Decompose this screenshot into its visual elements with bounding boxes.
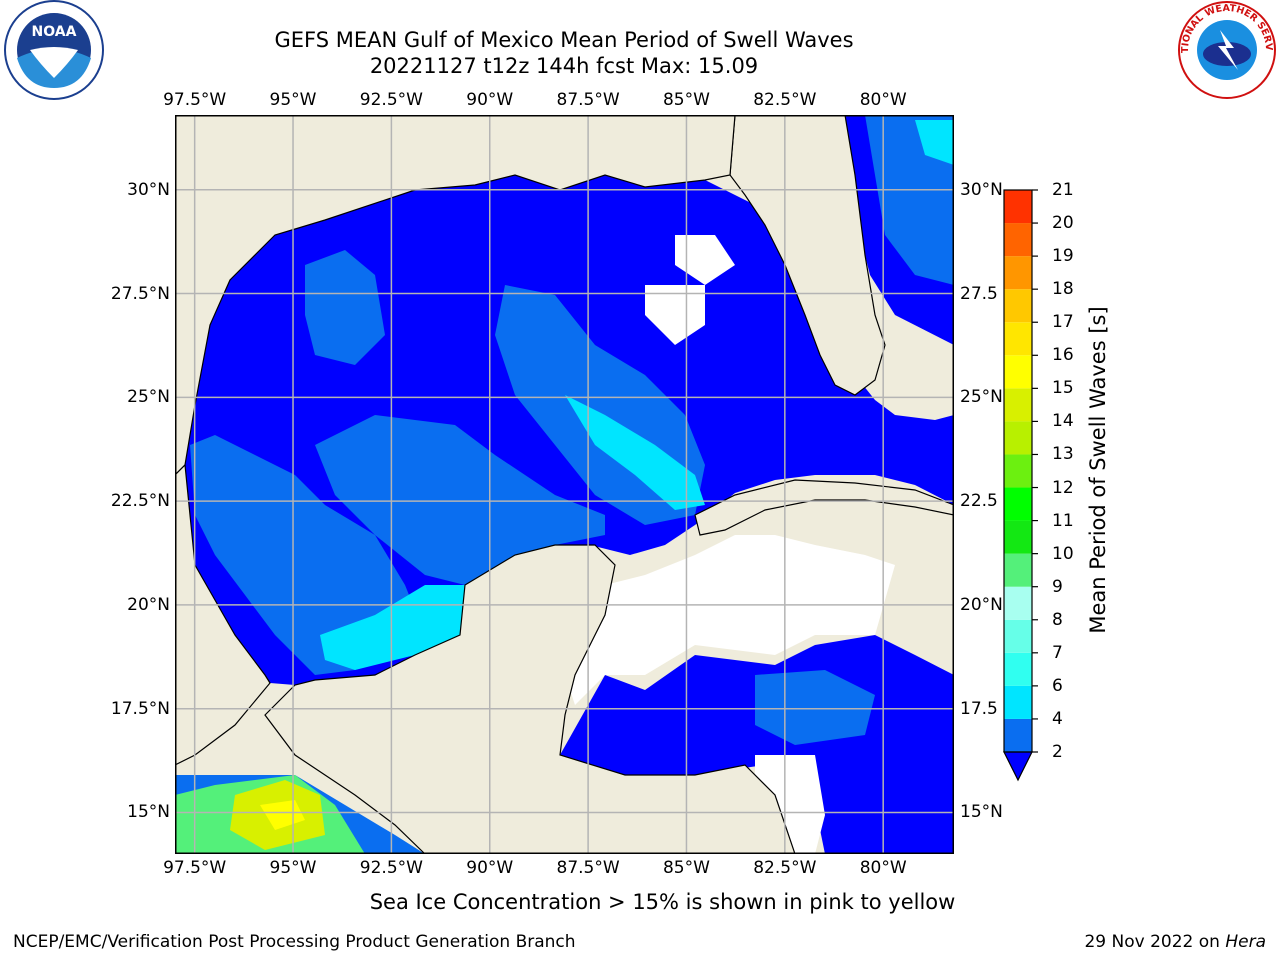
colorbar-tick-label: 20 xyxy=(1052,213,1074,234)
lon-tick-top: 92.5°W xyxy=(359,90,423,110)
masked-area-north-2 xyxy=(645,285,705,345)
colorbar-tick-label: 18 xyxy=(1052,279,1074,300)
colorbar-border xyxy=(1003,189,1033,753)
lat-tick-right: 27.5 xyxy=(960,283,998,304)
colorbar-tick-label: 16 xyxy=(1052,345,1074,366)
map-border xyxy=(175,115,954,854)
colorbar-cell xyxy=(1004,553,1032,587)
noaa-logo-text: NOAA xyxy=(32,24,77,40)
mexico-land xyxy=(175,463,271,766)
colorbar-cell xyxy=(1004,355,1032,389)
colorbar-tick-label: 6 xyxy=(1052,675,1063,696)
colorbar-tick-label: 12 xyxy=(1052,477,1074,498)
colorbar xyxy=(1003,189,1038,782)
lat-tick-right: 17.5 xyxy=(960,698,998,719)
swell-region-north xyxy=(305,250,385,365)
lon-tick-top: 90°W xyxy=(466,90,514,110)
colorbar-cell xyxy=(1004,289,1032,323)
colorbar-cell xyxy=(1004,223,1032,257)
colorbar-label: Mean Period of Swell Waves [s] xyxy=(1086,306,1110,634)
footer-credit: NCEP/EMC/Verification Post Processing Pr… xyxy=(13,932,576,952)
lat-tick-left: 30°N xyxy=(127,179,170,200)
lon-tick-bottom: 85°W xyxy=(662,858,710,878)
noaa-logo: NOAA xyxy=(4,0,104,100)
colorbar-cell xyxy=(1004,322,1032,356)
lat-tick-right: 15°N xyxy=(960,802,1003,823)
colorbar-tick-label: 4 xyxy=(1052,708,1063,729)
lon-tick-top: 95°W xyxy=(269,90,317,110)
masked-area-north-1 xyxy=(675,235,735,285)
colorbar-tick-label: 2 xyxy=(1052,742,1063,762)
colorbar-cell xyxy=(1004,487,1032,521)
florida-land xyxy=(729,115,886,396)
colorbar-tick-label: 17 xyxy=(1052,312,1074,333)
colorbar-extend-triangle xyxy=(1003,751,1033,782)
lat-tick-left: 27.5°N xyxy=(110,283,170,304)
lon-tick-bottom: 97.5°W xyxy=(163,858,227,878)
lon-tick-top: 85°W xyxy=(662,90,710,110)
colorbar-cell xyxy=(1004,619,1032,653)
footer-host: Hera xyxy=(1225,932,1266,952)
lat-tick-right: 30°N xyxy=(960,179,1003,200)
map-panel xyxy=(175,115,954,854)
colorbar-cell xyxy=(1004,256,1032,290)
colorbar-tick-label: 8 xyxy=(1052,609,1063,630)
lon-tick-bottom: 82.5°W xyxy=(753,858,817,878)
lon-tick-top: 80°W xyxy=(859,90,907,110)
lon-tick-top: 87.5°W xyxy=(556,90,620,110)
colorbar-tick-label: 15 xyxy=(1052,378,1074,399)
cuba-land xyxy=(694,479,954,536)
colorbar-cell xyxy=(1004,586,1032,620)
colorbar-cell xyxy=(1004,652,1032,686)
map-title: GEFS MEAN Gulf of Mexico Mean Period of … xyxy=(274,28,854,52)
colorbar-cell xyxy=(1004,388,1032,422)
colorbar-tick-label: 10 xyxy=(1052,543,1074,564)
lat-tick-right: 20°N xyxy=(960,594,1003,615)
lon-tick-top: 97.5°W xyxy=(163,90,227,110)
sea-ice-note: Sea Ice Concentration > 15% is shown in … xyxy=(369,890,956,914)
colorbar-cell xyxy=(1004,454,1032,488)
lon-tick-bottom: 90°W xyxy=(466,858,514,878)
lon-tick-top: 82.5°W xyxy=(753,90,817,110)
colorbar-tick-label: 7 xyxy=(1052,642,1063,663)
colorbar-cell xyxy=(1004,520,1032,554)
colorbar-tick-label: 19 xyxy=(1052,246,1074,267)
masked-area-yucatan-east xyxy=(565,535,895,705)
lon-tick-bottom: 87.5°W xyxy=(556,858,620,878)
colorbar-cell xyxy=(1004,421,1032,455)
us-coast-land xyxy=(175,115,736,476)
footer-date: 29 Nov 2022 on Hera xyxy=(1084,932,1266,952)
lat-tick-left: 17.5°N xyxy=(110,698,170,719)
swell-region-cyan xyxy=(565,395,705,510)
colorbar-tick-label: 21 xyxy=(1052,180,1074,200)
atlantic-cyan xyxy=(915,120,954,165)
lat-tick-left: 20°N xyxy=(127,594,170,615)
colorbar-cell xyxy=(1004,190,1032,224)
colorbar-cell xyxy=(1004,685,1032,719)
lat-tick-left: 15°N xyxy=(127,802,170,823)
colorbar-tick-label: 9 xyxy=(1052,576,1063,597)
colorbar-tick-label: 11 xyxy=(1052,510,1074,531)
footer-date-text: 29 Nov 2022 on xyxy=(1084,932,1226,952)
lon-tick-bottom: 80°W xyxy=(859,858,907,878)
colorbar-tick-label: 14 xyxy=(1052,411,1074,432)
swell-region-central xyxy=(315,415,605,585)
lat-tick-left: 22.5°N xyxy=(110,491,170,512)
lat-tick-right: 22.5 xyxy=(960,491,998,512)
nws-logo: NATIONAL WEATHER SERVICE xyxy=(1176,0,1276,99)
swell-region-west xyxy=(190,435,425,675)
lat-tick-left: 25°N xyxy=(127,387,170,408)
colorbar-tick-label: 13 xyxy=(1052,444,1074,465)
atlantic-light xyxy=(865,115,954,285)
graticule xyxy=(175,115,954,854)
lat-tick-right: 25°N xyxy=(960,387,1003,408)
map-subtitle: 20221127 t12z 144h fcst Max: 15.09 xyxy=(369,54,759,78)
lon-tick-bottom: 92.5°W xyxy=(359,858,423,878)
lon-tick-bottom: 95°W xyxy=(269,858,317,878)
colorbar-cell xyxy=(1004,718,1032,752)
